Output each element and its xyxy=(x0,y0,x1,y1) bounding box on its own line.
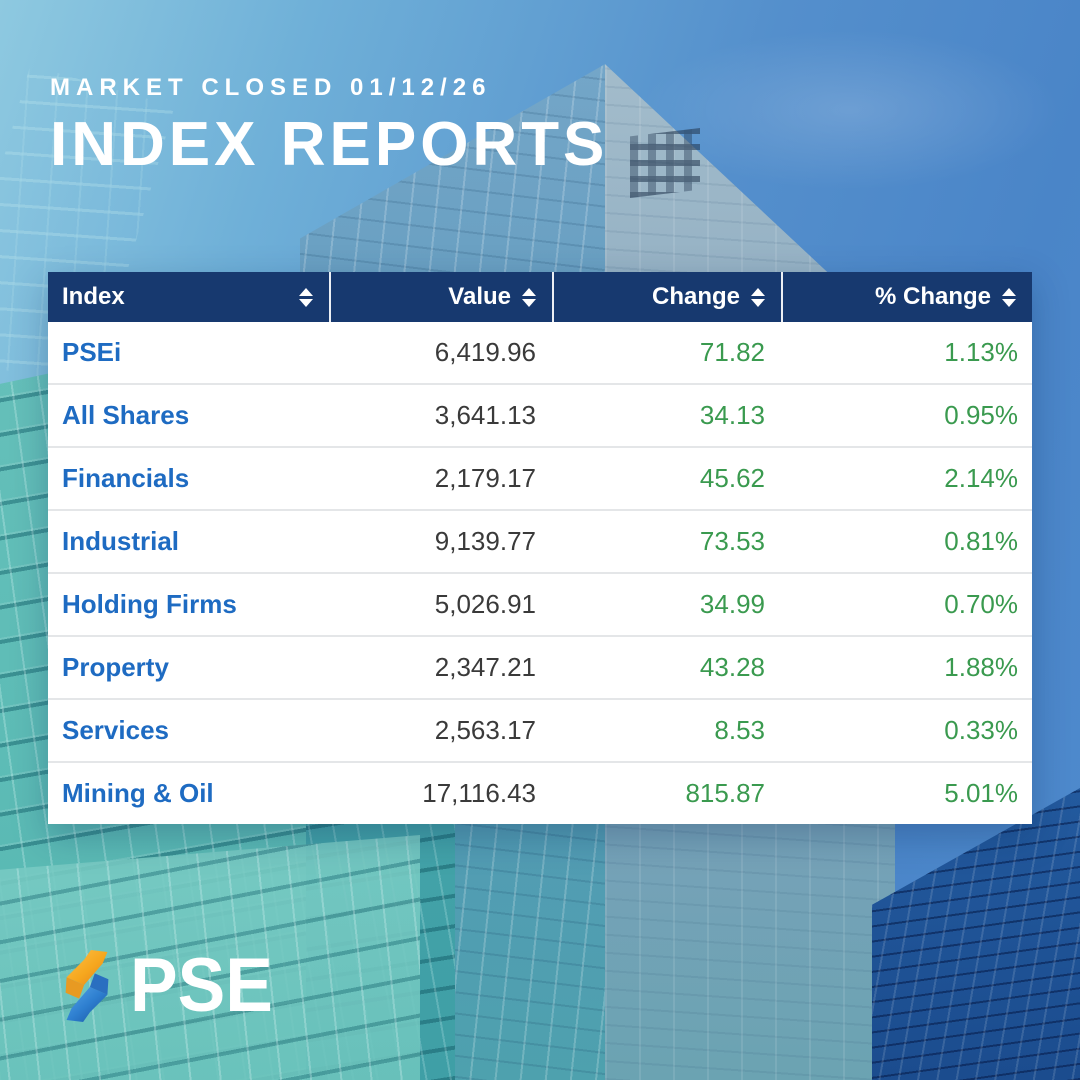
index-name-cell: Industrial xyxy=(62,526,180,556)
index-name-cell: Services xyxy=(62,715,169,745)
index-name-cell: All Shares xyxy=(62,400,190,430)
value-cell: 17,116.43 xyxy=(422,778,536,808)
column-header-index[interactable]: Index xyxy=(48,272,329,322)
sort-arrows-icon[interactable] xyxy=(299,287,313,307)
value-cell: 9,139.77 xyxy=(434,526,536,556)
column-label: Value xyxy=(448,283,511,310)
column-label: Index xyxy=(62,283,125,310)
sort-arrows-icon[interactable] xyxy=(522,287,536,307)
pct-change-cell: 1.88% xyxy=(944,652,1018,682)
column-label: Change xyxy=(651,283,740,310)
page-title: INDEX REPORTS xyxy=(50,110,609,179)
table-row: Mining & Oil 17,116.43 815.87 5.01% xyxy=(48,763,1032,824)
sort-arrows-icon[interactable] xyxy=(751,287,765,307)
index-name-cell: Financials xyxy=(62,463,190,493)
teal-building-corner xyxy=(0,835,420,1080)
market-status-text: MARKET CLOSED 01/12/26 xyxy=(50,74,492,101)
index-name-cell: Holding Firms xyxy=(62,589,237,619)
table-body: PSEi 6,419.96 71.82 1.13% All Shares 3,6… xyxy=(48,322,1032,824)
change-cell: 8.53 xyxy=(714,715,765,745)
pse-logo-text: PSE xyxy=(130,943,273,1028)
pct-change-cell: 2.14% xyxy=(944,463,1018,493)
column-header-pct-change[interactable]: % Change xyxy=(781,272,1032,322)
value-cell: 2,563.17 xyxy=(434,715,536,745)
change-cell: 43.28 xyxy=(699,652,765,682)
change-cell: 45.62 xyxy=(699,463,765,493)
pse-ribbon-mark-icon xyxy=(65,950,109,1022)
value-cell: 6,419.96 xyxy=(434,337,536,367)
headline-block: MARKET CLOSED 01/12/26 INDEX REPORTS xyxy=(50,74,608,176)
building-signage xyxy=(630,128,700,198)
index-name-cell: Property xyxy=(62,652,169,682)
sort-arrows-icon[interactable] xyxy=(1002,287,1016,307)
pct-change-cell: 5.01% xyxy=(944,778,1018,808)
change-cell: 73.53 xyxy=(699,526,765,556)
pct-change-cell: 0.70% xyxy=(944,589,1018,619)
pct-change-cell: 0.33% xyxy=(944,715,1018,745)
table-row: Financials 2,179.17 45.62 2.14% xyxy=(48,448,1032,511)
pct-change-cell: 0.95% xyxy=(944,400,1018,430)
column-header-value[interactable]: Value xyxy=(329,272,552,322)
pct-change-cell: 1.13% xyxy=(944,337,1018,367)
table-row: Property 2,347.21 43.28 1.88% xyxy=(48,637,1032,700)
change-cell: 34.99 xyxy=(699,589,765,619)
column-header-change[interactable]: Change xyxy=(552,272,781,322)
change-cell: 815.87 xyxy=(685,778,765,808)
pse-logo: PSE xyxy=(52,948,282,1024)
table-header-row: Index Value Change % Change xyxy=(48,272,1032,322)
value-cell: 2,179.17 xyxy=(434,463,536,493)
change-cell: 34.13 xyxy=(699,400,765,430)
index-name-cell: Mining & Oil xyxy=(62,778,214,808)
navy-building-right xyxy=(872,788,1080,1080)
column-label: % Change xyxy=(874,283,991,310)
change-cell: 71.82 xyxy=(699,337,765,367)
pct-change-cell: 0.81% xyxy=(944,526,1018,556)
table-row: Industrial 9,139.77 73.53 0.81% xyxy=(48,511,1032,574)
table-row: Services 2,563.17 8.53 0.33% xyxy=(48,700,1032,763)
index-table: Index Value Change % Change PSEi 6,419.9… xyxy=(48,272,1032,824)
value-cell: 3,641.13 xyxy=(434,400,536,430)
table-row: Holding Firms 5,026.91 34.99 0.70% xyxy=(48,574,1032,637)
value-cell: 5,026.91 xyxy=(434,589,536,619)
value-cell: 2,347.21 xyxy=(434,652,536,682)
index-name-cell: PSEi xyxy=(62,337,122,367)
table-row: All Shares 3,641.13 34.13 0.95% xyxy=(48,385,1032,448)
table-row: PSEi 6,419.96 71.82 1.13% xyxy=(48,322,1032,385)
